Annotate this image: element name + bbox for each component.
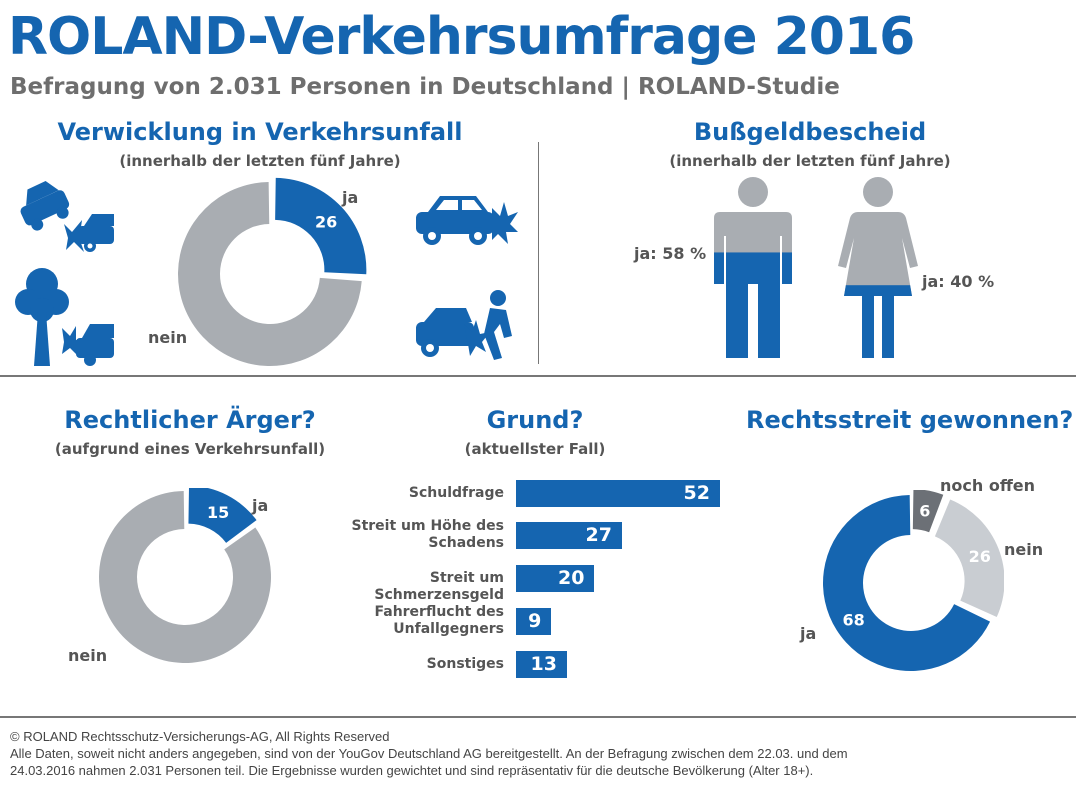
woman-ja-label: ja: 40 % [922,272,995,291]
unfall-nein-label: nein [148,328,188,347]
footer-line2: Alle Daten, soweit nicht anders angegebe… [10,746,848,761]
aerger-donut-slices: 15 [99,488,271,663]
man-ja-label: ja: 58 % [634,244,707,263]
tree-crash-icon [15,268,114,366]
grund-bar-label-3: Fahrerflucht des Unfallgegners [374,604,505,637]
gewonnen-donut-value-1: 26 [969,547,991,566]
grund-bar-label-2: Streit um Schmerzensgeld [374,570,504,603]
grund-bar-1: 27 [516,522,622,549]
bussgeld-subtitle: (innerhalb der letzten fünf Jahre) [669,152,951,170]
aerger-donut: 15 [99,488,271,663]
unfall-donut-slices: 26 [178,177,367,366]
gewonnen-donut-value-0: 6 [919,501,930,520]
man-blue-fill [714,252,792,358]
unfall-donut: 26 [178,177,367,366]
grund-bar-label-1: Streit um Höhe des Schadens [351,518,505,551]
woman-figure-icon [838,177,918,358]
unfall-ja-label: ja [342,188,359,207]
aerger-title: Rechtlicher Ärger? [64,406,316,434]
horizontal-divider-top [0,375,1076,377]
aerger-donut-slice-0 [188,488,257,543]
grund-bar-4: 13 [516,651,567,678]
gewonnen-title: Rechtsstreit gewonnen? [746,406,1074,434]
grund-bar-value-1: 27 [585,524,612,546]
gewonnen-donut-value-2: 68 [842,610,864,629]
woman-blue-fill [838,285,918,358]
car-crash-icon [20,180,114,252]
pedestrian-crash-icon [416,290,512,360]
footer: © ROLAND Rechtsschutz-Versicherungs-AG, … [10,728,1070,779]
grund-title: Grund? [486,406,584,434]
gewonnen-donut-slice-0 [912,490,944,533]
aerger-ja-label: ja [252,496,269,515]
grund-bar-label-4: Sonstiges [426,656,504,672]
grund-bar-label-0: Schuldfrage [408,485,504,501]
unfall-donut-value-0: 26 [315,212,337,231]
gewonnen-donut: 6 26 68 [823,490,1004,671]
aerger-subtitle: (aufgrund eines Verkehrsunfall) [54,440,326,458]
unfall-title: Verwicklung in Verkehrsunfall [57,118,463,146]
man-figure-icon [714,177,792,358]
footer-line3: 24.03.2016 nahmen 2.031 Personen teil. D… [10,763,814,778]
horizontal-divider-bottom [0,716,1076,718]
car-collision-icon [416,196,518,245]
aerger-nein-label: nein [68,646,108,665]
gewonnen-offen-label: noch offen [940,476,1036,495]
footer-copyright: © ROLAND Rechtsschutz-Versicherungs-AG, … [10,729,390,744]
aerger-donut-value-0: 15 [207,503,229,522]
grund-bar-3: 9 [516,608,552,635]
bussgeld-title: Bußgeldbescheid [693,118,927,146]
grund-subtitle: (aktuellster Fall) [464,440,606,458]
subtitle: Befragung von 2.031 Personen in Deutschl… [10,74,840,100]
unfall-donut-slice-1 [178,182,362,366]
grund-bar-value-2: 20 [558,567,585,589]
aerger-donut-slice-1 [99,491,271,663]
gewonnen-ja-label: ja [800,624,817,643]
gewonnen-donut-slice-1 [934,499,1004,618]
gewonnen-nein-label: nein [1004,540,1044,559]
unfall-subtitle: (innerhalb der letzten fünf Jahre) [119,152,401,170]
grund-bar-0: 52 [516,480,720,507]
grund-bar-value-0: 52 [683,482,710,504]
grund-bar-value-3: 9 [528,610,542,632]
vertical-divider [538,142,539,364]
gewonnen-donut-slice-2 [823,495,991,671]
main-title: ROLAND-Verkehrsumfrage 2016 [8,7,915,67]
grund-bar-value-4: 13 [530,653,557,675]
gewonnen-donut-slices: 6 26 68 [823,490,1004,671]
unfall-donut-slice-0 [275,177,367,275]
grund-bar-2: 20 [516,565,595,592]
